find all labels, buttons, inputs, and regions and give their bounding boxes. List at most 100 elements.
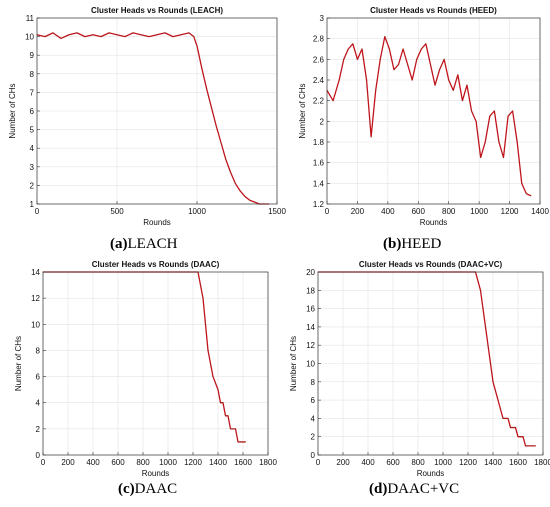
data-point [525,445,526,447]
y-tick-label: 14 [306,323,315,332]
data-point [520,436,521,438]
y-tick-label: 16 [306,305,315,314]
x-tick-label: 800 [411,458,425,467]
y-tick-label: 1.8 [313,138,325,147]
data-point [420,48,422,50]
data-point [530,445,531,447]
data-point [482,308,484,310]
x-axis-label: Rounds [143,218,171,227]
data-point [230,428,231,430]
data-point [254,201,256,203]
data-point [370,136,372,138]
x-tick-label: 400 [86,458,100,467]
data-point [525,193,527,195]
chart-heed: 0 200 400 600 800 1000 1200 1400 1.2 1.4 1.6 1.8 2 2.… [290,0,550,235]
data-point [196,45,198,47]
data-point [220,142,222,144]
data-point [220,402,221,404]
y-axis-label: Number of CHs [14,336,23,391]
data-point [429,64,431,65]
x-tick-label: 1000 [434,458,452,467]
data-point [532,445,534,447]
data-point [84,36,86,38]
x-tick-label: 1000 [159,458,177,467]
y-tick-label: 1.6 [313,159,325,168]
x-tick-label: 1400 [209,458,227,467]
data-point [212,376,214,378]
data-point [235,428,236,430]
data-point [210,106,212,108]
y-tick-label: 2.6 [313,55,325,64]
data-point [510,427,511,429]
data-point [500,408,501,410]
x-tick-label: 200 [61,458,75,467]
data-point [535,445,536,447]
data-point [452,89,454,91]
data-point [352,43,354,45]
x-tick-label: 1400 [531,207,549,216]
data-point [206,88,208,90]
data-point [52,32,54,34]
y-tick-label: 7 [30,88,35,97]
data-point [522,436,524,438]
chart-title: Cluster Heads vs Rounds (HEED) [370,6,497,15]
y-tick-label: 11 [26,14,35,23]
y-tick-label: 2 [36,425,41,434]
data-point [521,182,523,184]
data-point [148,36,150,38]
x-axis-label: Rounds [142,469,170,478]
data-point [512,427,514,429]
chart-title: Cluster Heads vs Rounds (LEACH) [91,6,223,15]
data-point [480,157,482,158]
data-point [493,110,495,112]
x-tick-label: 1000 [188,207,206,216]
y-tick-label: 4 [311,414,316,423]
data-point [477,280,479,282]
x-tick-label: 600 [111,458,125,467]
y-tick-label: 12 [306,341,315,350]
data-point [398,64,400,65]
x-tick-label: 1800 [534,458,550,467]
x-tick-label: 1200 [184,458,202,467]
x-tick-label: 1500 [268,207,286,216]
data-point [497,399,499,401]
data-point [68,34,70,36]
data-point [201,67,203,69]
caption-heed: (b)HEED [383,236,442,252]
data-point [379,58,381,60]
data-point [356,58,358,60]
data-point [461,100,463,102]
data-point [471,110,473,112]
chart-svg: 0 200 400 600 800 1000 1200 1400 1.2 1.4 1.6 1.8 2 2.… [298,6,549,227]
data-point [434,84,436,86]
data-point [225,158,227,160]
data-point [402,48,404,50]
data-point [495,390,496,392]
y-tick-label: 4 [36,399,41,408]
data-point [448,79,450,81]
y-tick-label: 1.4 [313,179,325,188]
data-point [515,427,516,429]
data-point [222,402,224,404]
x-axis-label: Rounds [420,218,448,227]
caption-leach: (a)LEACH [110,236,178,252]
y-tick-label: 8 [30,70,35,79]
data-point [240,441,241,443]
data-point [512,110,514,112]
data-point [244,196,246,198]
data-point [407,64,409,65]
y-tick-label: 18 [306,286,315,295]
chart-svg: 0 200 400 600 800 1000 1200 1400 1600 1800 0 2 4 6 8 10… [289,260,550,478]
x-axis-label: Rounds [417,469,445,478]
x-tick-label: 1200 [459,458,477,467]
y-tick-label: 10 [306,360,315,369]
data-point [100,36,102,38]
data-point [76,32,78,34]
data-point [516,141,518,143]
data-point [193,36,195,38]
x-tick-label: 200 [351,207,365,216]
x-tick-label: 1000 [470,207,488,216]
data-point [200,284,201,286]
data-point [443,58,445,60]
y-tick-label: 1.2 [313,200,325,209]
